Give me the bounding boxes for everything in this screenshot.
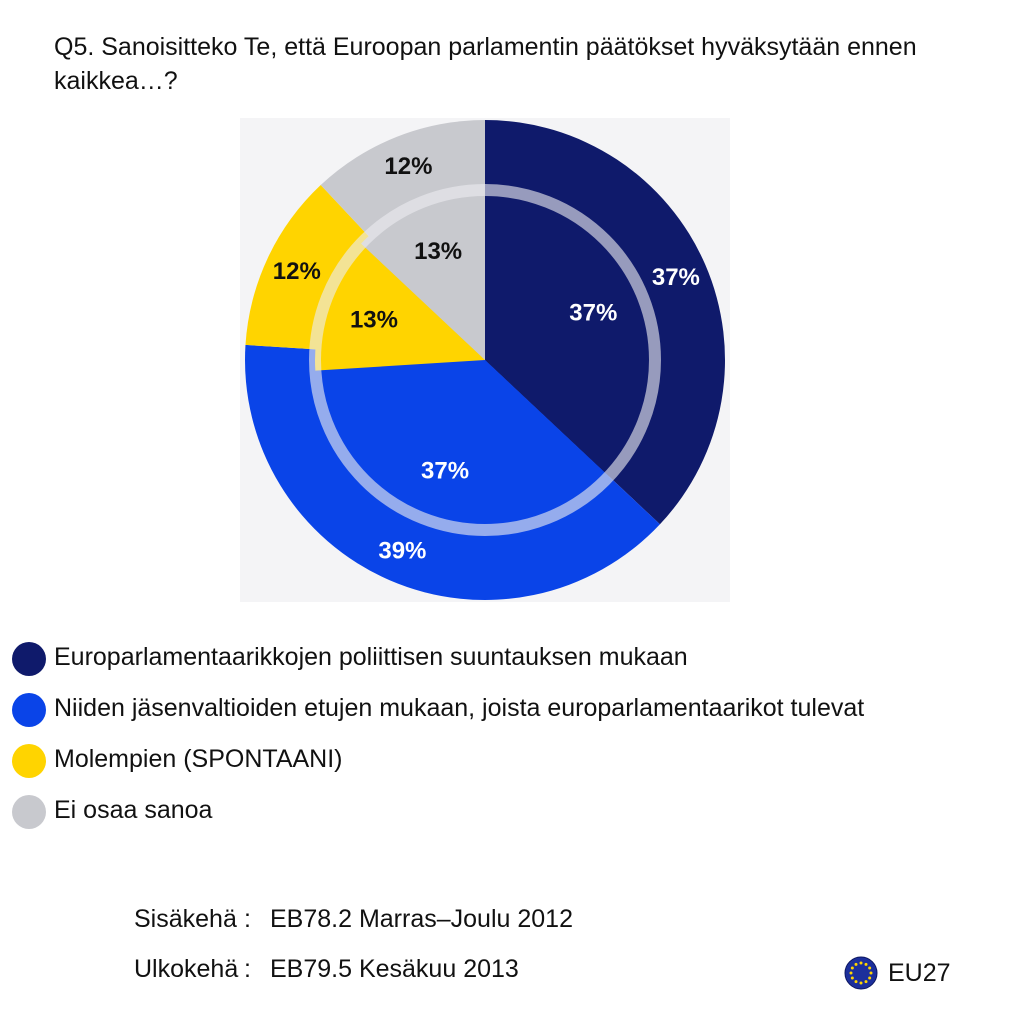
chart-title: Q5. Sanoisitteko Te, että Euroopan parla…: [54, 33, 917, 95]
eu-flag-disc: [844, 956, 878, 990]
badge-label: EU27: [888, 958, 951, 987]
eu-flag-star: [868, 966, 872, 970]
note-key: Sisäkehä: [134, 905, 237, 933]
eu-flag-star: [850, 976, 854, 980]
legend-item: Molempien (SPONTAANI): [8, 738, 1008, 789]
eu-flag-star: [850, 966, 854, 970]
inner-slice-label-3: 13%: [414, 238, 462, 265]
legend-item: Niiden jäsenvaltioiden etujen mukaan, jo…: [8, 687, 1008, 738]
note-separator: :: [244, 905, 251, 933]
eu-flag-star: [869, 971, 873, 975]
note-separator: :: [244, 955, 251, 983]
outer-slice-label-0: 37%: [652, 264, 700, 291]
outer-slice-label-3: 12%: [384, 153, 432, 180]
inner-slice-2: [315, 243, 485, 371]
eu27-badge: EU27: [844, 955, 951, 991]
legend-swatch: [12, 795, 46, 829]
inner-slice-label-2: 13%: [350, 307, 398, 334]
eu-flag-star: [859, 981, 863, 985]
eu-flag-icon: [844, 956, 878, 990]
inner-slice-label-0: 37%: [569, 300, 617, 327]
legend-label: Ei osaa sanoa: [54, 796, 213, 824]
eu-flag-star: [864, 962, 868, 966]
ring-notes: Sisäkehä: EB78.2 Marras–Joulu 2012 Ulkoke…: [134, 902, 573, 1002]
eu-flag-star: [864, 980, 868, 984]
note-inner-ring: Sisäkehä: EB78.2 Marras–Joulu 2012: [134, 902, 573, 952]
note-value: EB79.5 Kesäkuu 2013: [270, 955, 519, 983]
note-outer-ring: Ulkokehä: EB79.5 Kesäkuu 2013: [134, 952, 573, 1002]
note-value: EB78.2 Marras–Joulu 2012: [270, 905, 573, 933]
legend-label: Niiden jäsenvaltioiden etujen mukaan, jo…: [54, 694, 865, 722]
ring-separator: [309, 184, 661, 536]
eu-flag-star: [859, 961, 863, 965]
legend-swatch: [12, 693, 46, 727]
legend-item: Europarlamentaarikkojen poliittisen suun…: [8, 636, 1008, 687]
outer-slice-label-1: 39%: [378, 537, 426, 564]
legend-swatch: [12, 642, 46, 676]
inner-slice-label-1: 37%: [421, 458, 469, 485]
legend: Europarlamentaarikkojen poliittisen suun…: [8, 636, 1008, 840]
eu-flag-star: [854, 962, 858, 966]
eu-flag-star: [854, 980, 858, 984]
eu-flag-star: [868, 976, 872, 980]
inner-slice-1: [315, 360, 609, 530]
note-key: Ulkokehä: [134, 955, 239, 983]
pie-chart-svg: 37% 39% 12% 12% 37% 37% 13% 13%: [240, 118, 730, 602]
inner-slice-0: [485, 190, 655, 477]
legend-label: Europarlamentaarikkojen poliittisen suun…: [54, 643, 688, 671]
legend-label: Molempien (SPONTAANI): [54, 745, 343, 773]
inner-slice-3: [361, 190, 485, 360]
eu-flag-star: [849, 971, 853, 975]
pie-chart: 37% 39% 12% 12% 37% 37% 13% 13%: [230, 110, 740, 610]
legend-swatch: [12, 744, 46, 778]
outer-slice-label-2: 12%: [273, 258, 321, 285]
legend-item: Ei osaa sanoa: [8, 789, 1008, 840]
